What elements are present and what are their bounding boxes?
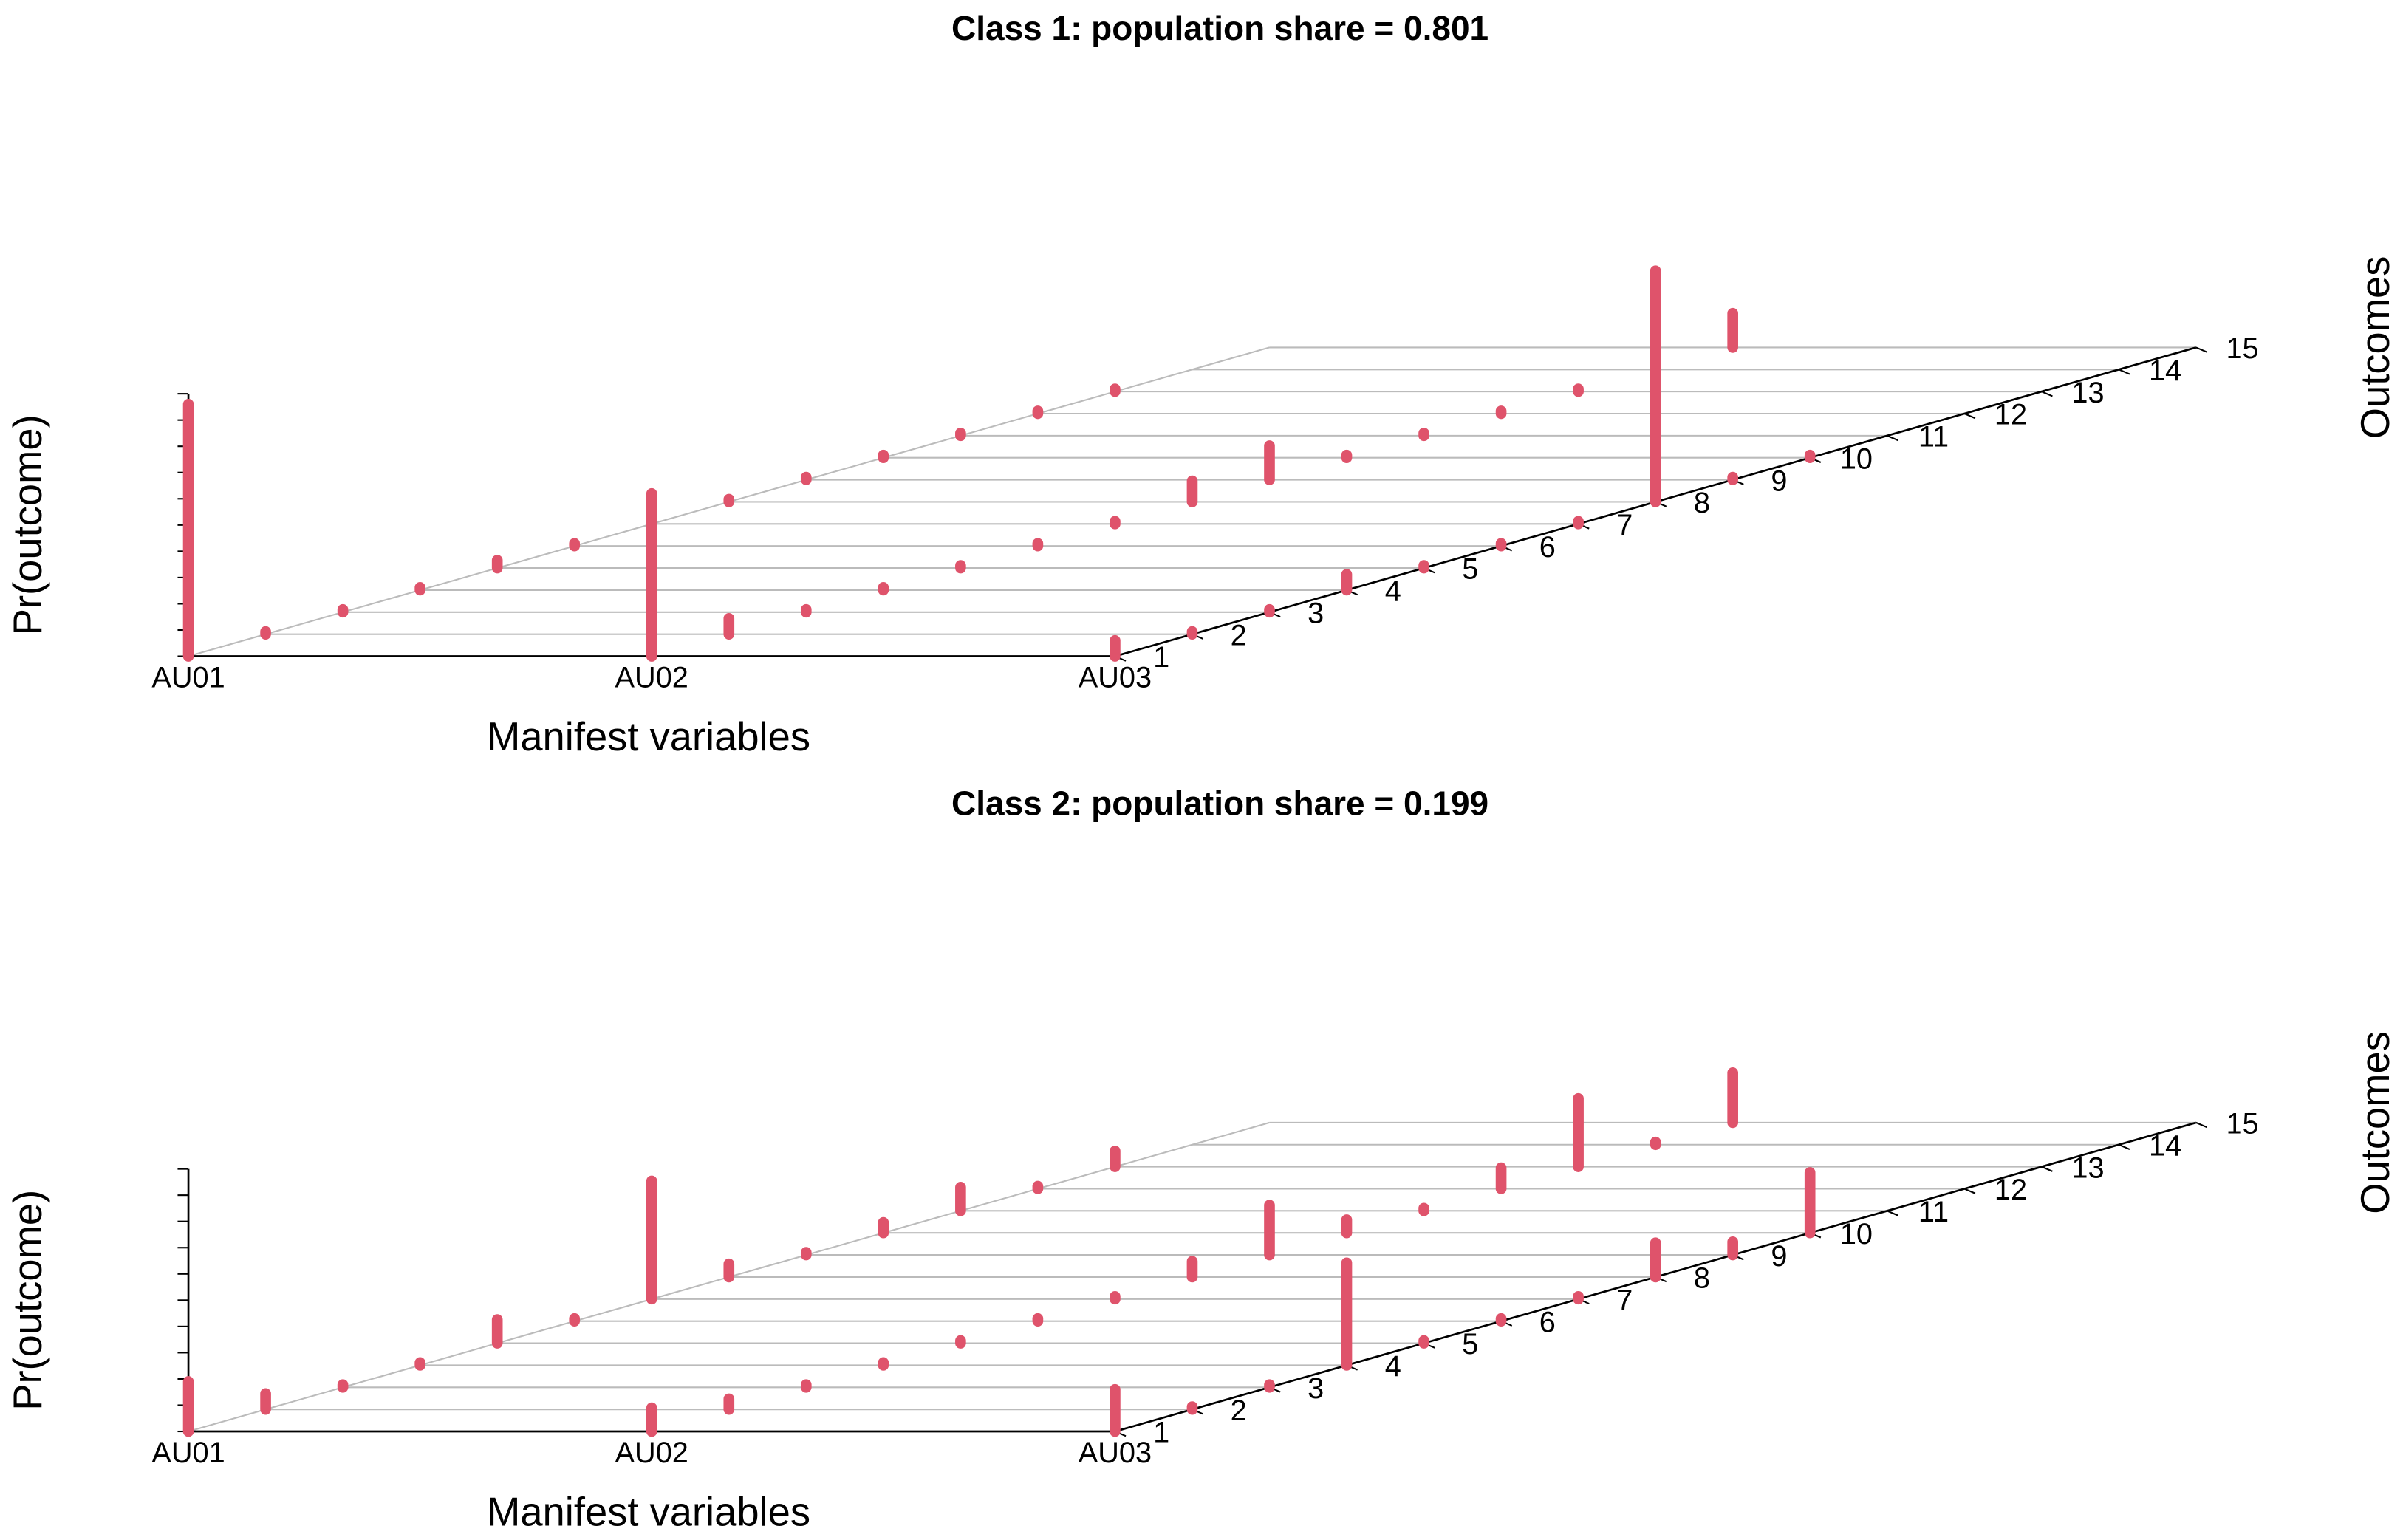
depth-tick xyxy=(1963,1188,1976,1194)
depth-tick xyxy=(2195,346,2207,353)
depth-tick-label: 2 xyxy=(1231,619,1247,651)
depth-tick xyxy=(2041,391,2053,397)
depth-tick-label: 11 xyxy=(1918,1196,1949,1228)
depth-tick-label: 4 xyxy=(1385,1350,1401,1383)
depth-tick xyxy=(1887,1210,1898,1216)
x-tick-label: AU03 xyxy=(1079,661,1152,694)
depth-tick-label: 15 xyxy=(2226,332,2258,365)
depth-tick-label: 7 xyxy=(1616,1284,1633,1317)
depth-tick-label: 13 xyxy=(2071,1151,2104,1184)
x-axis-label: Manifest variables xyxy=(487,714,810,759)
depth-tick-label: 6 xyxy=(1539,531,1556,564)
y-axis-label: Pr(outcome) xyxy=(5,414,50,635)
x-axis-label: Manifest variables xyxy=(487,1489,810,1534)
depth-tick-label: 12 xyxy=(1994,399,2027,431)
depth-tick-label: 8 xyxy=(1694,1262,1710,1295)
depth-tick-label: 11 xyxy=(1918,421,1949,454)
x-tick-label: AU01 xyxy=(151,661,225,694)
depth-tick-label: 4 xyxy=(1385,575,1401,608)
depth-tick-label: 13 xyxy=(2071,377,2104,409)
z-axis-label: Outcomes xyxy=(2353,256,2398,439)
depth-tick-label: 1 xyxy=(1153,1417,1169,1449)
x-tick-label: AU02 xyxy=(615,661,688,694)
y-axis-label: Pr(outcome) xyxy=(5,1190,50,1411)
depth-tick-label: 9 xyxy=(1771,1240,1787,1273)
x-tick-label: AU03 xyxy=(1079,1437,1152,1469)
depth-tick-label: 9 xyxy=(1771,465,1787,497)
depth-tick-label: 3 xyxy=(1308,597,1324,629)
x-tick-label: AU01 xyxy=(151,1437,225,1469)
chart-title: Class 2: population share = 0.199 xyxy=(951,784,1488,822)
depth-tick xyxy=(1887,434,1898,442)
depth-tick xyxy=(1963,413,1976,420)
z-axis-label: Outcomes xyxy=(2353,1031,2398,1214)
depth-tick-label: 2 xyxy=(1231,1394,1247,1427)
depth-tick xyxy=(2118,369,2130,375)
depth-tick-label: 6 xyxy=(1539,1306,1556,1338)
depth-tick-label: 15 xyxy=(2226,1108,2258,1140)
depth-tick-label: 7 xyxy=(1616,509,1633,541)
depth-tick xyxy=(2041,1166,2053,1172)
x-tick-label: AU02 xyxy=(615,1437,688,1469)
depth-tick-label: 5 xyxy=(1462,553,1478,586)
depth-tick-label: 10 xyxy=(1840,1218,1873,1250)
depth-tick-label: 14 xyxy=(2149,1129,2181,1162)
depth-tick-label: 12 xyxy=(1994,1174,2027,1206)
depth-tick xyxy=(2118,1143,2130,1150)
depth-tick-label: 1 xyxy=(1153,641,1169,674)
depth-tick-label: 10 xyxy=(1840,442,1873,475)
depth-tick-label: 14 xyxy=(2149,355,2181,387)
chart-title: Class 1: population share = 0.801 xyxy=(951,9,1488,47)
depth-tick-label: 8 xyxy=(1694,487,1710,519)
depth-tick-label: 5 xyxy=(1462,1328,1478,1361)
depth-tick xyxy=(2195,1121,2207,1129)
depth-tick-label: 3 xyxy=(1308,1372,1324,1405)
